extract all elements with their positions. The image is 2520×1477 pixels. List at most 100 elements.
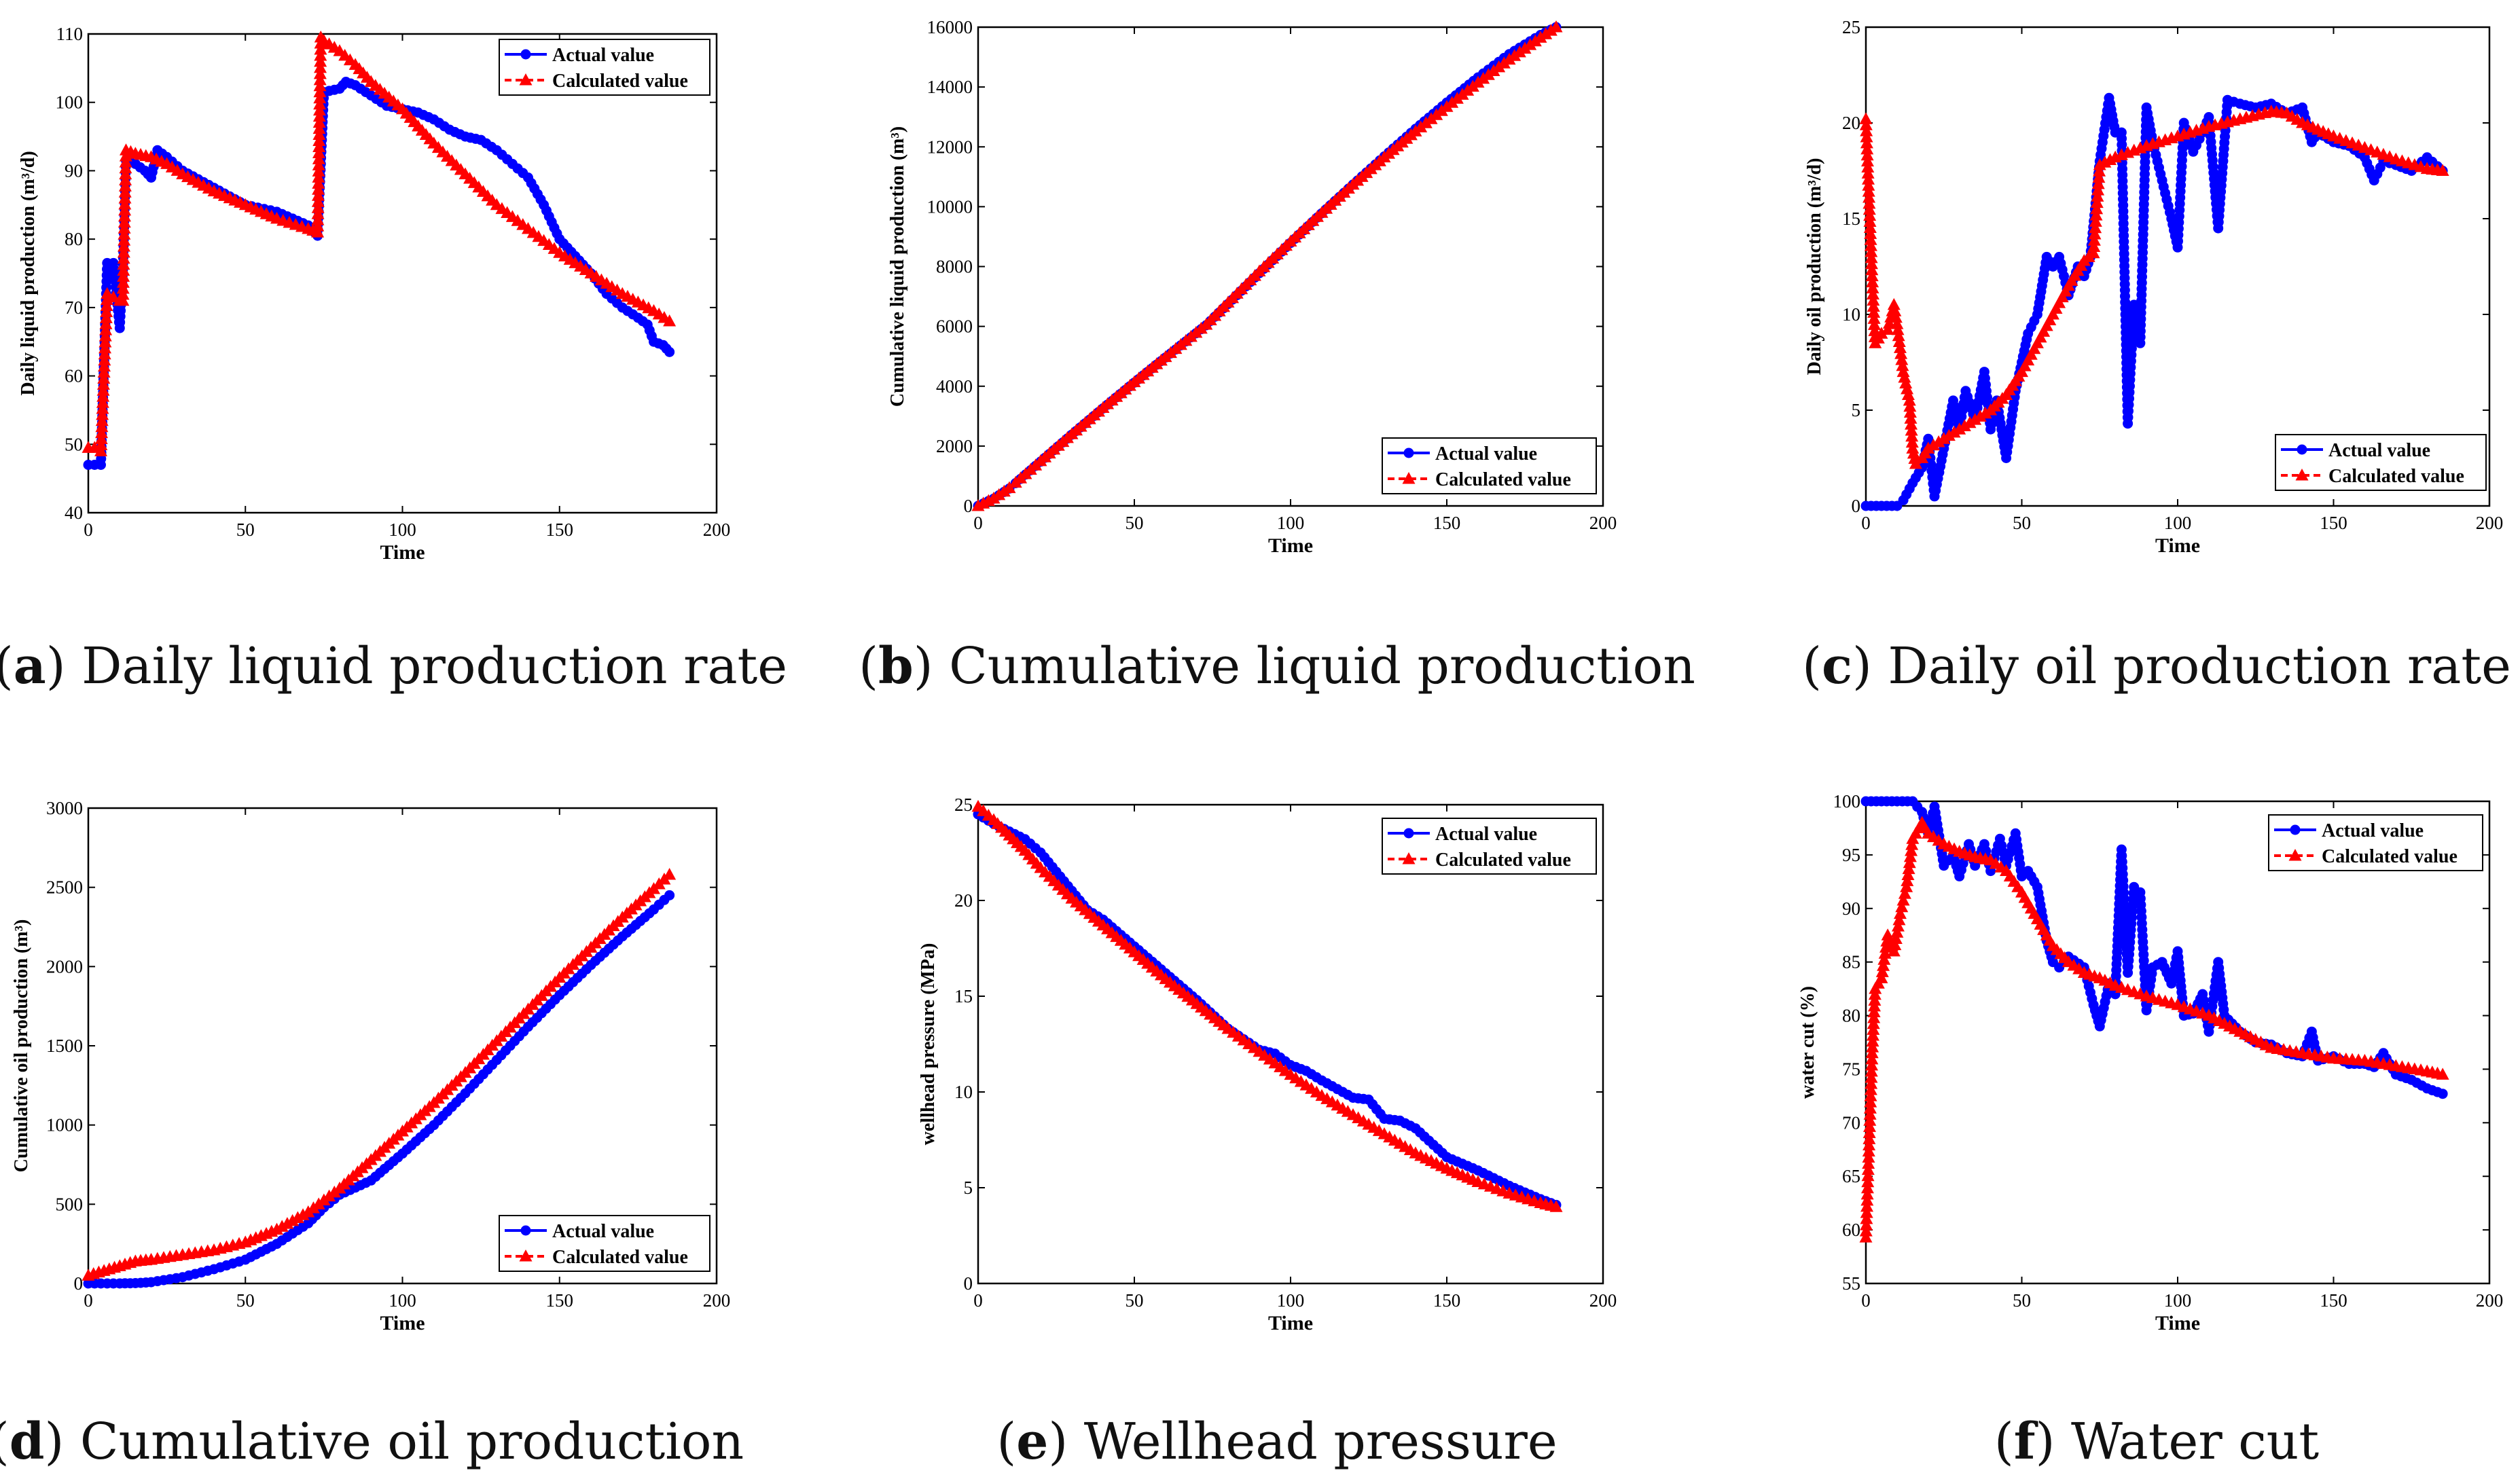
calculated-point bbox=[1903, 399, 1917, 412]
calculated-point bbox=[2092, 170, 2106, 183]
x-tick-label: 50 bbox=[2013, 1290, 2031, 1311]
calculated-point bbox=[313, 103, 327, 116]
y-tick-label: 100 bbox=[1833, 791, 1861, 812]
calculated-point bbox=[1524, 38, 1537, 50]
caption-a-text: Daily liquid production rate bbox=[65, 637, 788, 695]
calculated-point bbox=[1864, 227, 1877, 239]
chart-f: 0 50 100 150 200556065707580859095100Timewat… bbox=[1797, 791, 2503, 1334]
calculated-point bbox=[1861, 166, 1875, 179]
calculated-point bbox=[118, 179, 132, 192]
calculated-point bbox=[107, 290, 120, 303]
calculated-point bbox=[1907, 446, 1920, 459]
caption-b-letter: b bbox=[878, 637, 914, 695]
calculated-point bbox=[1867, 306, 1881, 318]
calculated-point bbox=[101, 287, 114, 299]
calculated-point bbox=[1903, 393, 1916, 406]
calculated-point bbox=[663, 314, 677, 327]
calculated-point bbox=[96, 401, 109, 414]
calculated-point bbox=[311, 189, 325, 201]
calculated-point bbox=[2087, 246, 2100, 259]
calculated-point bbox=[119, 167, 132, 180]
calculated-point bbox=[98, 329, 112, 342]
calculated-point bbox=[1862, 1150, 1875, 1163]
legend-calculated-marker bbox=[1402, 472, 1416, 484]
caption-b: (b) Cumulative liquid production bbox=[859, 637, 1695, 695]
calculated-point bbox=[1860, 124, 1873, 136]
calculated-point bbox=[314, 54, 327, 67]
calculated-point bbox=[117, 257, 130, 270]
calculated-point bbox=[99, 323, 113, 335]
calculated-point bbox=[1905, 418, 1918, 430]
calculated-point bbox=[1896, 359, 1909, 371]
y-tick-label: 5 bbox=[964, 1178, 973, 1198]
calculated-point bbox=[1862, 172, 1875, 185]
calculated-point bbox=[100, 299, 113, 312]
calculated-point bbox=[1860, 1187, 1874, 1200]
calculated-point bbox=[1860, 148, 1874, 161]
calculated-point bbox=[1860, 1218, 1873, 1230]
calculated-point bbox=[94, 438, 108, 450]
calculated-point bbox=[663, 868, 677, 880]
calculated-point bbox=[1862, 202, 1876, 215]
legend-actual-marker bbox=[1403, 448, 1414, 458]
legend: Actual value Calculated value bbox=[499, 1215, 710, 1272]
calculated-point bbox=[1518, 41, 1532, 54]
calculated-point bbox=[97, 371, 111, 384]
y-tick-label: 3000 bbox=[46, 798, 83, 818]
calculated-point bbox=[116, 293, 130, 306]
calculated-point bbox=[1549, 20, 1563, 33]
legend-actual-marker bbox=[520, 1225, 531, 1236]
x-tick-label: 50 bbox=[1126, 513, 1144, 533]
calculated-point bbox=[1860, 1181, 1874, 1194]
x-tick-label: 0 bbox=[973, 513, 983, 533]
calculated-point bbox=[1863, 1114, 1877, 1126]
calculated-point bbox=[312, 170, 325, 183]
calculated-point bbox=[1865, 1058, 1879, 1071]
calculated-point bbox=[1528, 34, 1542, 47]
y-tick-label: 50 bbox=[65, 434, 83, 454]
calculated-point bbox=[312, 109, 326, 122]
calculated-point bbox=[1859, 118, 1873, 130]
y-axis-label: Daily liquid production (m³/d) bbox=[18, 151, 39, 395]
calculated-point bbox=[1905, 435, 1919, 448]
calculated-point bbox=[1865, 1052, 1879, 1065]
calculated-point bbox=[1947, 425, 1961, 438]
x-axis-label: Time bbox=[1268, 1312, 1313, 1334]
calculated-point bbox=[1898, 371, 1911, 383]
actual-point bbox=[2437, 1089, 2448, 1099]
calculated-point bbox=[312, 183, 325, 195]
x-axis-label: Time bbox=[1268, 534, 1313, 557]
legend: Actual value Calculated value bbox=[1382, 818, 1597, 875]
y-tick-label: 15 bbox=[1842, 208, 1860, 229]
calculated-point bbox=[1888, 938, 1902, 951]
calculated-point bbox=[1865, 269, 1879, 282]
legend-box bbox=[2268, 814, 2483, 871]
chart-c: 0 50 100 150 200 0 5 10 15 20 25 Time Daily oil prod… bbox=[1804, 17, 2503, 557]
x-tick-label: 50 bbox=[1126, 1290, 1144, 1311]
calculated-point bbox=[98, 347, 111, 360]
calculated-point bbox=[116, 282, 130, 294]
calculated-point bbox=[2089, 221, 2102, 234]
calculated-point bbox=[311, 225, 325, 238]
calculated-point bbox=[2090, 202, 2104, 215]
calculated-point bbox=[1864, 1089, 1877, 1101]
legend-box bbox=[499, 1215, 710, 1272]
y-tick-label: 0 bbox=[964, 1273, 973, 1294]
calculated-point bbox=[1860, 1193, 1874, 1206]
calculated-point bbox=[119, 155, 132, 168]
calculated-point bbox=[1865, 257, 1878, 270]
calculated-point bbox=[1863, 215, 1877, 227]
plot-area-frame bbox=[977, 803, 1604, 1285]
caption-e: (e) Wellhead pressure bbox=[996, 1412, 1558, 1471]
calculated-point bbox=[1899, 376, 1913, 389]
calculated-point bbox=[1877, 953, 1891, 965]
calculated-point bbox=[96, 396, 109, 408]
calculated-point bbox=[1888, 304, 1902, 316]
calculated-point bbox=[1862, 1126, 1876, 1138]
calculated-point bbox=[1887, 297, 1901, 310]
legend-calculated-label: Calculated value bbox=[1435, 850, 1571, 871]
calculated-point bbox=[1903, 850, 1917, 862]
y-tick-label: 5 bbox=[1852, 400, 1861, 420]
calculated-point bbox=[313, 91, 327, 104]
calculated-point bbox=[1892, 913, 1906, 926]
